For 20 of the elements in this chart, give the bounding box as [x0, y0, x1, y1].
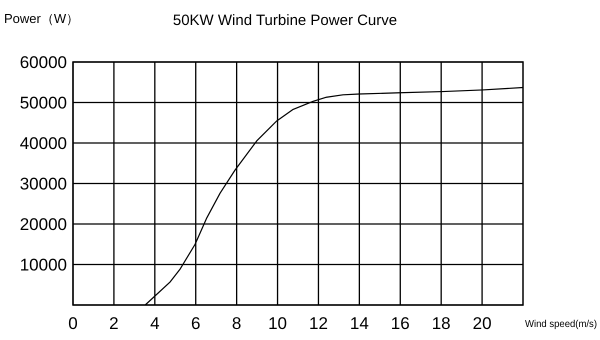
x-tick-label: 10 [268, 314, 288, 333]
chart-title: 50KW Wind Turbine Power Curve [172, 12, 398, 29]
x-tick-label: 2 [109, 314, 119, 333]
y-tick-label: 30000 [20, 174, 67, 194]
y-axis-title: Power（W） [4, 11, 80, 26]
y-tick-label: 20000 [20, 215, 67, 234]
x-tick-label: 8 [232, 314, 242, 333]
y-tick-label: 40000 [20, 134, 67, 153]
y-tick-label: 50000 [20, 94, 67, 112]
x-tick-label: 6 [190, 314, 200, 333]
x-tick-label: 16 [390, 314, 410, 333]
x-tick-label: 12 [308, 314, 328, 333]
x-tick-label: 14 [350, 314, 369, 333]
y-tick-label: 60000 [20, 53, 67, 72]
x-axis-title: Wind speed(m/s) [525, 319, 600, 330]
x-tick-label: 0 [68, 314, 78, 333]
x-tick-label: 4 [150, 314, 160, 333]
x-tick-label: 20 [472, 314, 492, 333]
x-tick-label: 18 [432, 314, 451, 333]
y-tick-label: 10000 [20, 256, 67, 274]
